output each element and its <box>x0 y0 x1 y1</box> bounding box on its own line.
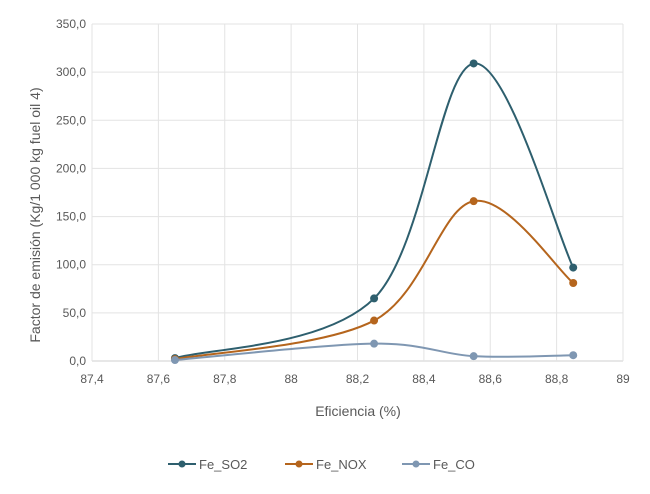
data-point-Fe_SO2 <box>569 263 578 272</box>
y-tick-label: 300,0 <box>56 65 86 79</box>
y-tick-label: 200,0 <box>56 161 86 175</box>
legend-label: Fe_CO <box>433 457 475 472</box>
data-point-Fe_CO <box>170 356 179 365</box>
x-tick-label: 89 <box>616 372 630 386</box>
data-point-Fe_SO2 <box>469 59 478 68</box>
series-group <box>170 59 578 365</box>
series-line-Fe_SO2 <box>174 62 575 360</box>
x-tick-label: 88,6 <box>479 372 503 386</box>
legend-marker-Fe_SO2 <box>178 460 186 468</box>
y-tick-label: 250,0 <box>56 113 86 127</box>
x-tick-labels: 87,4 87,6 87,8 88 88,2 88,4 88,6 88,8 89 <box>80 372 630 386</box>
y-tick-label: 100,0 <box>56 258 86 272</box>
x-tick-label: 87,4 <box>80 372 104 386</box>
y-axis-label: Factor de emisión (Kg/1 000 kg fuel oil … <box>27 87 43 342</box>
data-point-Fe_CO <box>469 352 478 361</box>
y-tick-label: 0,0 <box>69 354 86 368</box>
series-line-Fe_CO <box>174 342 574 362</box>
legend-label: Fe_SO2 <box>199 457 247 472</box>
x-tick-label: 87,6 <box>147 372 171 386</box>
legend-label: Fe_NOX <box>316 457 367 472</box>
x-axis-label: Eficiencia (%) <box>315 403 401 419</box>
data-point-Fe_NOX <box>569 279 578 288</box>
y-tick-label: 350,0 <box>56 17 86 31</box>
data-point-Fe_CO <box>569 351 578 360</box>
data-point-Fe_NOX <box>370 316 379 325</box>
y-tick-label: 50,0 <box>63 306 87 320</box>
data-point-Fe_CO <box>370 339 379 348</box>
x-tick-label: 88 <box>284 372 298 386</box>
x-tick-label: 88,4 <box>412 372 436 386</box>
data-point-Fe_SO2 <box>370 294 379 303</box>
x-tick-label: 88,8 <box>545 372 569 386</box>
legend-marker-Fe_NOX <box>295 460 303 468</box>
legend-marker-Fe_CO <box>412 460 420 468</box>
y-tick-label: 150,0 <box>56 210 86 224</box>
grid <box>91 23 624 362</box>
series-line-Fe_NOX <box>174 200 574 361</box>
y-tick-labels: 0,0 50,0 100,0 150,0 200,0 250,0 300,0 350,0 <box>56 17 86 368</box>
x-tick-label: 88,2 <box>346 372 370 386</box>
data-point-Fe_NOX <box>469 197 478 206</box>
legend: Fe_SO2 Fe_NOX Fe_CO <box>168 457 475 472</box>
x-tick-label: 87,8 <box>213 372 237 386</box>
